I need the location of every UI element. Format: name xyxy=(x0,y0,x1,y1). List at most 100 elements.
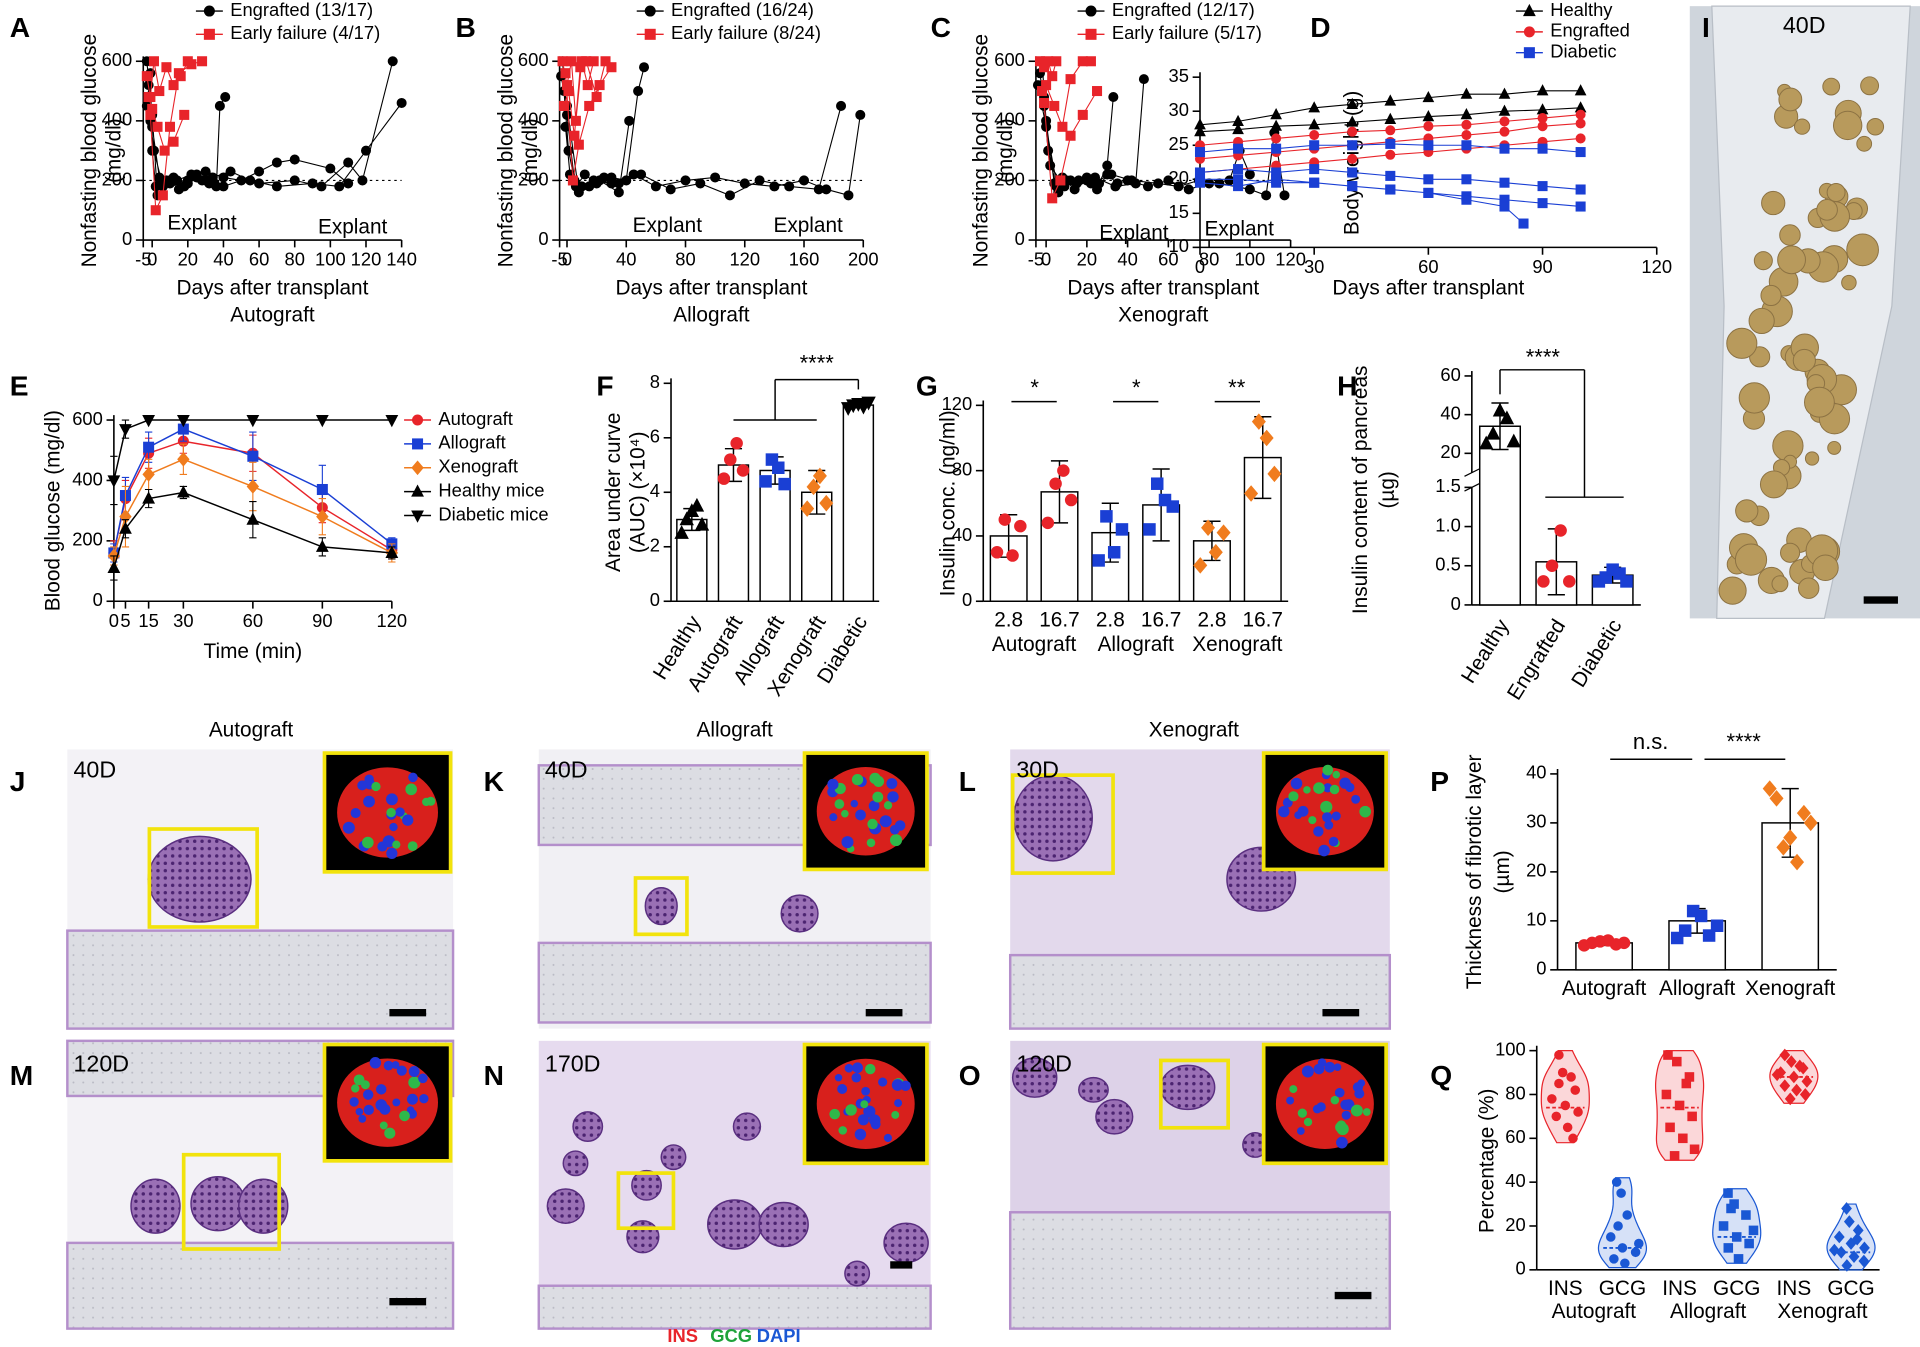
nucleus xyxy=(342,821,355,834)
data-point xyxy=(214,100,225,111)
data-point xyxy=(665,184,676,195)
data-point xyxy=(990,546,1004,559)
nucleus xyxy=(1308,816,1317,825)
nucleus xyxy=(829,813,838,822)
x-tick-label: 16.7 xyxy=(1243,608,1283,631)
data-point xyxy=(560,68,571,79)
data-point xyxy=(1545,559,1559,572)
data-point xyxy=(164,121,176,132)
islet xyxy=(1803,386,1835,418)
y-tick-label: 40 xyxy=(1440,402,1460,423)
image-caption: 40D xyxy=(73,757,116,783)
islet xyxy=(1013,774,1093,862)
nucleus xyxy=(854,1128,867,1141)
data-point xyxy=(769,181,780,192)
data-point xyxy=(1041,80,1052,91)
data-point xyxy=(177,451,190,467)
nucleus xyxy=(1334,1087,1345,1098)
data-point xyxy=(1108,91,1119,103)
data-point xyxy=(1347,126,1358,137)
data-point xyxy=(861,396,876,411)
data-point xyxy=(172,175,183,186)
y-tick-label: 400 xyxy=(518,109,549,130)
data-point xyxy=(1499,126,1510,137)
nucleus xyxy=(851,774,864,786)
islet xyxy=(1866,117,1885,136)
nucleus xyxy=(1312,1104,1322,1114)
annotation: Explant xyxy=(167,212,237,235)
x-axis-label: Days after transplant xyxy=(1332,277,1524,300)
panel-letter: K xyxy=(484,766,505,797)
data-point xyxy=(1498,87,1511,99)
legend-marker xyxy=(1523,26,1535,38)
data-point xyxy=(1346,97,1359,109)
nucleus xyxy=(851,1072,862,1083)
nucleus xyxy=(399,1110,410,1122)
data-point xyxy=(1049,100,1060,111)
x-tick-label: 16.7 xyxy=(1039,608,1079,631)
data-point xyxy=(1384,94,1397,106)
y-axis-label: Nonfasting blood glucose xyxy=(970,34,993,268)
data-point xyxy=(1506,433,1521,448)
nucleus xyxy=(1351,794,1361,804)
group-label: Allograft xyxy=(1098,633,1175,656)
data-point xyxy=(176,415,190,428)
nucleus xyxy=(369,1057,382,1069)
nucleus xyxy=(1290,777,1303,790)
y-tick-label: 20 xyxy=(1526,860,1546,881)
data-point xyxy=(246,479,260,494)
y-tick-label: 400 xyxy=(102,109,133,130)
nucleus xyxy=(386,793,398,806)
data-point xyxy=(107,560,121,574)
nucleus xyxy=(1322,812,1333,823)
islet xyxy=(626,1220,660,1254)
data-point xyxy=(1201,519,1216,537)
panel-letter: A xyxy=(10,12,30,43)
bar xyxy=(1478,425,1522,606)
nucleus xyxy=(891,1079,904,1091)
islet xyxy=(1827,440,1842,455)
data-point xyxy=(1575,133,1586,144)
data-point xyxy=(315,539,329,552)
data-point xyxy=(1731,1232,1742,1242)
x-tick-label: 120 xyxy=(729,249,760,270)
panel-letter: P xyxy=(1430,766,1449,797)
subtitle: Autograft xyxy=(230,303,315,326)
data-point xyxy=(1194,147,1206,158)
nucleus xyxy=(1336,1136,1348,1149)
legend-label: Xenograft xyxy=(438,456,518,477)
nucleus xyxy=(865,1063,876,1075)
data-point xyxy=(385,415,399,428)
data-point xyxy=(1051,56,1062,67)
data-point xyxy=(173,68,184,79)
islet xyxy=(1078,1076,1109,1103)
islet xyxy=(1779,224,1801,246)
nucleus xyxy=(860,1100,869,1109)
data-point xyxy=(246,512,260,525)
nucleus xyxy=(872,791,884,803)
data-point xyxy=(739,178,750,189)
data-point xyxy=(1498,104,1511,116)
y-tick-label: 0 xyxy=(1015,228,1025,249)
nucleus xyxy=(827,778,839,790)
y-tick-label: 600 xyxy=(72,408,103,429)
panel-letter: F xyxy=(596,371,613,402)
bar xyxy=(717,464,750,602)
nucleus xyxy=(1341,1110,1351,1120)
data-point xyxy=(1173,181,1184,192)
y-tick-label: 0.5 xyxy=(1435,554,1461,575)
islet xyxy=(1777,245,1806,275)
data-point xyxy=(218,172,229,183)
data-point xyxy=(1537,181,1548,192)
data-point xyxy=(1575,184,1586,195)
data-point xyxy=(271,181,282,192)
x-tick-label: Xenograft xyxy=(1745,977,1835,1000)
y-tick-label: 0 xyxy=(1536,958,1546,979)
x-tick-label: 20 xyxy=(178,249,198,270)
y-tick-label: 200 xyxy=(994,168,1025,189)
stain-legend: DAPI xyxy=(757,1325,801,1346)
x-tick-label: 0 xyxy=(1195,256,1205,277)
data-point xyxy=(1803,814,1818,832)
legend-marker xyxy=(203,5,215,17)
nucleus xyxy=(389,822,398,832)
